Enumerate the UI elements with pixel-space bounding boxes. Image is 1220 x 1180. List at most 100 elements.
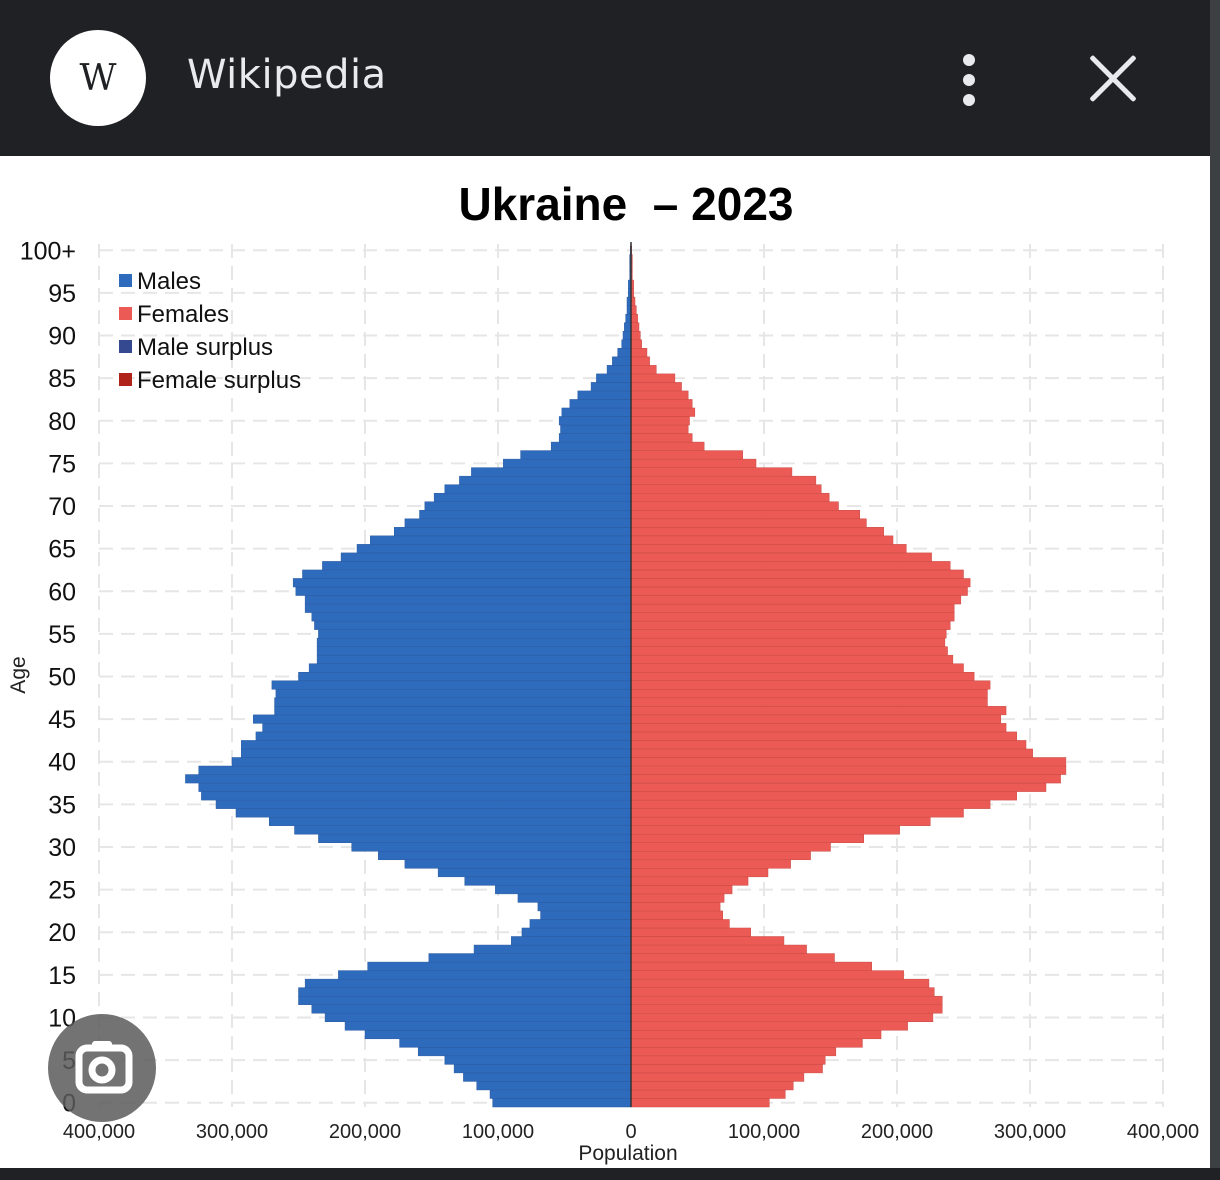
male-bar: [298, 671, 632, 682]
male-bar: [558, 416, 632, 426]
female-bar: [630, 1072, 805, 1082]
female-bar: [630, 510, 861, 520]
male-bar: [444, 1055, 632, 1065]
male-bar: [625, 313, 632, 323]
female-bar: [630, 1030, 882, 1040]
female-bar: [630, 663, 964, 673]
male-bar: [428, 953, 632, 963]
y-tick-label: 55: [48, 621, 76, 649]
female-bar: [630, 646, 948, 656]
female-bar: [630, 492, 830, 502]
female-bar: [630, 842, 831, 852]
male-bar: [437, 868, 632, 878]
male-bar: [198, 765, 632, 775]
google-lens-button[interactable]: [48, 1014, 156, 1122]
male-bar: [324, 1012, 632, 1023]
male-bar: [464, 876, 632, 886]
female-bar: [630, 535, 894, 545]
male-bar: [304, 603, 632, 613]
male-bar: [463, 1072, 632, 1082]
male-bar: [596, 373, 632, 383]
male-bar: [560, 424, 632, 434]
wikipedia-logo[interactable]: W: [50, 30, 146, 126]
google-lens-icon: [75, 1041, 133, 1094]
male-bar: [569, 399, 632, 409]
male-bar: [198, 782, 632, 792]
female-bar: [630, 714, 1001, 724]
window-edge: [1210, 0, 1220, 1180]
male-bar: [419, 510, 632, 520]
y-tick-label: 60: [48, 578, 76, 606]
y-tick-label: 25: [48, 877, 76, 905]
female-bar: [630, 1064, 823, 1074]
male-bar: [318, 833, 632, 843]
male-bar: [404, 859, 632, 869]
female-bar: [630, 578, 971, 588]
x-tick-label: 100,000: [462, 1121, 534, 1143]
male-bar: [304, 595, 632, 605]
y-tick-label: 75: [48, 450, 76, 478]
male-bar: [292, 578, 632, 588]
female-bar: [630, 902, 721, 912]
male-bar: [550, 441, 632, 451]
legend-label: Males: [137, 268, 201, 295]
y-tick-label: 15: [48, 962, 76, 990]
male-bar: [308, 663, 632, 673]
more-vert-icon[interactable]: [950, 52, 990, 108]
female-bar: [630, 774, 1061, 784]
male-bar: [304, 978, 632, 988]
female-bar: [630, 970, 904, 980]
female-bar: [630, 825, 900, 835]
male-bar: [316, 646, 632, 656]
male-bar: [492, 1098, 632, 1108]
male-bar: [459, 475, 632, 485]
female-bar: [630, 637, 946, 647]
female-bar: [630, 1047, 837, 1057]
male-bar: [399, 1038, 632, 1048]
x-tick-label: 200,000: [861, 1121, 933, 1143]
female-bar: [630, 527, 884, 537]
male-bar: [274, 706, 632, 716]
male-bar: [444, 484, 632, 494]
male-bar: [311, 612, 632, 622]
female-bar: [630, 348, 648, 358]
male-bar: [558, 433, 632, 443]
close-icon[interactable]: [1086, 52, 1140, 106]
female-bar: [630, 995, 943, 1005]
female-bar: [630, 731, 1017, 741]
female-bar: [630, 893, 725, 903]
male-bar: [241, 740, 632, 750]
female-bar: [630, 569, 964, 579]
y-tick-label: 85: [48, 365, 76, 393]
male-bar: [612, 356, 632, 366]
female-bar: [630, 757, 1067, 767]
female-bar: [630, 671, 975, 682]
legend-swatch: [119, 274, 132, 287]
male-bar: [241, 748, 632, 758]
male-bar: [340, 552, 632, 562]
male-bar: [318, 629, 632, 639]
male-bar: [298, 995, 632, 1005]
male-bar: [367, 961, 632, 971]
female-bar: [630, 313, 638, 323]
female-bar: [630, 1021, 908, 1031]
male-bar: [622, 330, 632, 341]
female-bar: [630, 365, 657, 375]
logo-letter: W: [79, 57, 117, 99]
male-bar: [364, 1030, 632, 1040]
female-bar: [630, 919, 730, 929]
female-bar: [630, 382, 682, 392]
female-bar: [630, 953, 835, 963]
male-bar: [511, 936, 632, 946]
legend-swatch: [119, 340, 132, 353]
male-bar: [185, 774, 632, 784]
female-bar: [630, 544, 907, 554]
male-bar: [624, 322, 632, 332]
female-bar: [630, 987, 935, 997]
male-bar: [294, 825, 632, 835]
female-bar: [630, 356, 650, 366]
female-bar: [630, 816, 931, 826]
male-bar: [311, 1004, 632, 1014]
male-bar: [351, 842, 632, 852]
female-bar: [630, 561, 951, 571]
